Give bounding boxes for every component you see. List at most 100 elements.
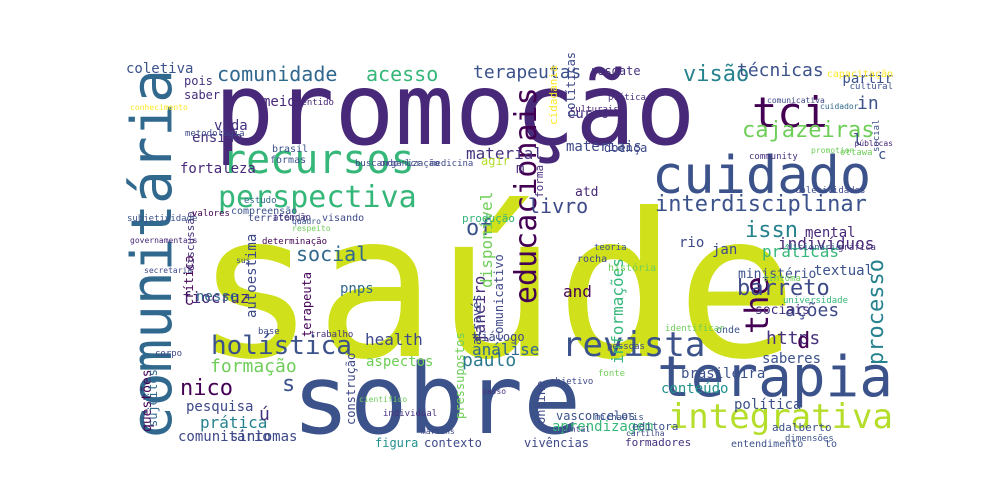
cloud-word: técnicas: [737, 60, 824, 81]
cloud-word: rocha: [577, 254, 608, 265]
cloud-word: sobre: [292, 344, 581, 450]
cloud-word: cuidado: [652, 146, 872, 206]
cloud-word: adalberto: [772, 421, 832, 434]
cloud-word: vida: [214, 118, 248, 134]
cloud-word: onde: [716, 325, 741, 336]
cloud-word: contexto: [424, 436, 482, 450]
cloud-word: promoção: [214, 51, 696, 168]
cloud-word: entendimento: [731, 439, 804, 450]
cloud-word: martins: [421, 427, 455, 436]
cloud-word: community: [749, 152, 798, 162]
cloud-word: visão: [683, 62, 750, 87]
cloud-word: vivências: [524, 436, 590, 450]
cloud-word: valores: [192, 209, 230, 219]
cloud-word: cidadania: [547, 65, 560, 125]
cloud-word: secretaria: [144, 266, 193, 275]
cloud-word: figura: [375, 436, 419, 450]
cloud-word: mental: [805, 225, 856, 241]
cloud-word: prática: [608, 93, 646, 103]
cloud-word: organização: [380, 159, 440, 169]
cloud-word: pois: [184, 74, 213, 88]
cloud-word: recursos: [222, 137, 415, 183]
cloud-word: meio: [262, 94, 296, 110]
cloud-word: cartilha: [626, 429, 665, 438]
cloud-word: política: [734, 397, 802, 413]
cloud-word: comunicativo: [492, 254, 506, 341]
cloud-word: michaelis: [595, 413, 644, 423]
cloud-word: terapia: [656, 345, 893, 410]
cloud-word: dicionário: [787, 243, 842, 253]
cloud-word: capacitação: [826, 69, 893, 80]
cloud-word: gráfica: [838, 243, 876, 253]
cloud-word: respeito: [292, 224, 331, 233]
cloud-word: compreensão: [231, 206, 298, 217]
cloud-word: l: [853, 130, 863, 149]
cloud-word: sus: [236, 256, 251, 265]
cloud-word: s: [282, 372, 296, 397]
cloud-word: dimensões: [785, 434, 834, 444]
cloud-word: formas: [270, 155, 307, 166]
cloud-word: materiais: [566, 139, 642, 155]
cloud-word: estudo: [244, 196, 277, 206]
cloud-word: atenção: [273, 213, 311, 223]
cloud-word: coletividades: [795, 186, 866, 196]
cloud-word: atd: [575, 185, 599, 200]
cloud-word: conhecimento: [130, 103, 188, 112]
cloud-word: fonte: [598, 369, 626, 379]
cloud-word: sociais: [755, 303, 810, 318]
cloud-word: tci: [752, 88, 828, 137]
cloud-word: teoria: [594, 243, 627, 253]
cloud-word: documental: [542, 425, 591, 434]
cloud-word: d: [797, 329, 811, 354]
cloud-word: interdisciplinar: [655, 192, 867, 217]
cloud-word: ottawa: [840, 148, 873, 158]
cloud-word: online: [534, 380, 548, 424]
cloud-word: c: [878, 147, 887, 163]
cloud-word: base: [258, 327, 280, 337]
cloud-word: produção: [462, 212, 515, 225]
cloud-word: metodologia: [185, 129, 245, 139]
cloud-word: promotion: [811, 146, 855, 155]
cloud-word: governamentais: [130, 236, 198, 245]
cloud-word: lcr: [405, 159, 422, 169]
cloud-word: sintomas: [230, 429, 298, 445]
cloud-word: território: [248, 213, 309, 224]
cloud-word: medicina: [430, 159, 474, 169]
word-cloud: saúde sobre promoção comunitária cuidado tera…: [125, 50, 895, 450]
cloud-word: conteúdo: [661, 381, 729, 397]
cloud-word: agir: [481, 154, 510, 168]
cloud-word: jan: [712, 242, 738, 258]
cloud-word: trabalho: [310, 330, 354, 340]
cloud-word: universidade: [783, 296, 849, 306]
cloud-word: forma: [533, 164, 546, 198]
cloud-word: saberes: [762, 351, 822, 367]
cloud-word: fiocruz: [182, 288, 250, 307]
cloud-word: material: [466, 144, 544, 163]
cloud-word: terapeutas: [473, 62, 582, 83]
cloud-word: textual: [814, 263, 874, 279]
cloud-word: of: [466, 216, 493, 241]
cloud-word: visando: [322, 213, 365, 224]
cloud-word: aspectos: [366, 354, 434, 370]
cloud-word: públicas: [854, 139, 893, 148]
cloud-word: determinação: [262, 237, 328, 247]
cloud-word: corpo: [155, 349, 183, 359]
cloud-word: brasileira: [681, 366, 766, 382]
cloud-word: ensino: [192, 130, 243, 146]
cloud-word: formação: [210, 356, 297, 377]
cloud-word: história: [608, 263, 657, 274]
cloud-word: quadro: [292, 217, 321, 226]
cloud-word: brasil: [272, 144, 309, 155]
cloud-word: aprendizagem: [552, 419, 654, 435]
cloud-word: sentido: [296, 98, 334, 108]
cloud-word: sujeitos: [146, 369, 160, 427]
cloud-word: curso: [567, 106, 610, 122]
cloud-word: científico: [359, 395, 408, 404]
cloud-word: holística: [211, 331, 352, 361]
cloud-word: pessoas: [607, 342, 645, 352]
cloud-word: editora: [632, 420, 679, 433]
cloud-word: identificar: [665, 324, 725, 334]
cloud-word: comunitário: [178, 429, 271, 445]
cloud-word: análise: [472, 340, 540, 359]
cloud-word: barreto: [737, 276, 830, 301]
